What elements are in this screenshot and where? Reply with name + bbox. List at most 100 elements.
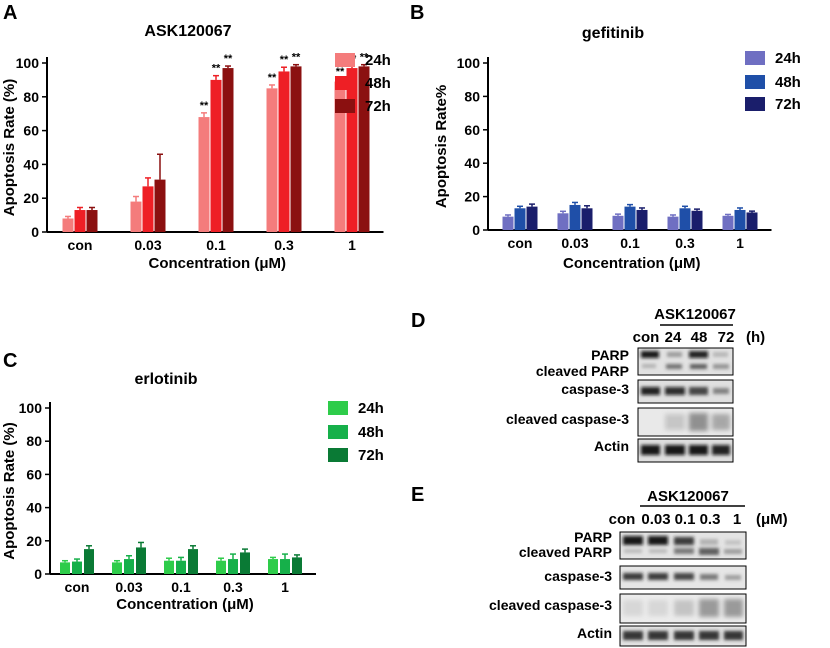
blot-e-lane-1: 1 — [733, 511, 741, 528]
chart-c-bar — [124, 559, 134, 574]
chart-b-ytick-label: 60 — [464, 122, 480, 138]
blot-e-label-actin: Actin — [577, 625, 612, 641]
chart-a-title: ASK120067 — [144, 23, 231, 40]
chart-a-significance: ** — [200, 100, 209, 112]
chart-c-bar — [188, 549, 198, 574]
chart-a-legend-swatch — [335, 53, 355, 67]
chart-a-bar — [210, 79, 222, 233]
chart-b-ytick-label: 80 — [464, 88, 480, 104]
blot-d-label-parp: PARP — [591, 347, 629, 363]
chart-b: gefitinib 0 20 40 60 80 100 Apoptosis Rate% Conc… — [433, 25, 801, 272]
chart-a-ytick-label: 40 — [23, 156, 39, 172]
panel-label-c: C — [3, 350, 17, 372]
chart-a-significance: ** — [224, 53, 233, 65]
blot-d-label-caspase3: caspase-3 — [561, 381, 629, 397]
panel-label-a: A — [3, 2, 17, 24]
chart-c-ytick-label: 20 — [26, 533, 42, 549]
chart-a-ytick-label: 80 — [23, 89, 39, 105]
chart-b-ytick-label: 0 — [472, 222, 480, 238]
blot-d-header: ASK120067 — [654, 306, 736, 323]
chart-b-bar — [691, 210, 703, 230]
chart-b-xtick-label: con — [508, 235, 533, 251]
chart-b-bar — [679, 208, 691, 230]
chart-a-bar — [62, 218, 74, 232]
chart-a-legend-label: 24h — [365, 52, 391, 69]
chart-c-bar — [268, 559, 278, 574]
chart-a-ytick-label: 100 — [16, 55, 40, 71]
chart-c-legend-swatch — [328, 425, 348, 439]
blot-e-label-caspase3: caspase-3 — [544, 568, 612, 584]
chart-a-xtick-label: con — [68, 237, 93, 253]
chart-b-legend-swatch — [745, 97, 765, 111]
blot-e-label-cleaved-parp: cleaved PARP — [519, 544, 612, 560]
chart-a-bar — [278, 71, 290, 232]
chart-b-bar — [734, 209, 746, 230]
panel-label-b: B — [410, 2, 424, 24]
chart-b-legend-swatch — [745, 75, 765, 89]
blot-d-label-cleaved-parp: cleaved PARP — [536, 363, 629, 379]
chart-c-bar — [136, 547, 146, 574]
chart-b-ytick-label: 20 — [464, 189, 480, 205]
chart-b-xtick-label: 1 — [736, 235, 744, 251]
chart-b-bar — [526, 206, 538, 230]
chart-c-bar — [72, 561, 82, 574]
chart-a-ytick-label: 0 — [31, 224, 39, 240]
chart-a-bar — [154, 179, 166, 232]
chart-c-bar — [216, 560, 226, 574]
chart-b-title: gefitinib — [582, 25, 644, 42]
chart-a-ylabel: Apoptosis Rate (%) — [1, 79, 18, 217]
chart-a-bar — [290, 66, 302, 232]
chart-a-significance: ** — [292, 52, 301, 64]
chart-c-xtick-label: 0.03 — [115, 579, 142, 595]
chart-a-significance: ** — [268, 72, 277, 84]
blot-e-header: ASK120067 — [647, 488, 729, 505]
chart-b-legend-label: 48h — [775, 74, 801, 91]
chart-b-bar — [624, 206, 636, 230]
chart-c-ytick-label: 60 — [26, 466, 42, 482]
chart-c-bar — [112, 562, 122, 574]
chart-a-xlabel: Concentration (μM) — [149, 255, 287, 272]
chart-a-bar — [86, 210, 98, 232]
chart-c-xtick-label: 1 — [281, 579, 289, 595]
chart-a-bar — [346, 68, 358, 232]
chart-b-xtick-label: 0.3 — [675, 235, 695, 251]
western-blot-e: ASK120067 con 0.03 0.1 0.3 1 (μM) PARP c… — [489, 488, 788, 647]
chart-c-ytick-label: 0 — [34, 566, 42, 582]
chart-b-bar — [612, 215, 624, 230]
blot-e-unit: (μM) — [756, 511, 788, 528]
chart-c-legend-label: 72h — [358, 447, 384, 464]
chart-c-bar — [60, 562, 70, 574]
chart-c-bar — [280, 559, 290, 574]
chart-b-bar — [581, 208, 593, 230]
chart-c-bar — [176, 560, 186, 574]
chart-b-bar — [514, 208, 526, 230]
blot-e-lane-01: 0.1 — [675, 511, 696, 528]
chart-a-ytick-label: 60 — [23, 123, 39, 139]
chart-a-bar — [142, 186, 154, 232]
blot-e-label-parp: PARP — [574, 529, 612, 545]
panel-label-d: D — [411, 310, 425, 332]
chart-a-bar — [266, 88, 278, 232]
blot-d-lane-con: con — [633, 329, 660, 346]
blot-e-lane-003: 0.03 — [641, 511, 670, 528]
blot-e-lane-con: con — [609, 511, 636, 528]
chart-a-bar — [358, 66, 370, 232]
chart-c-xtick-label: 0.3 — [223, 579, 243, 595]
chart-c-ytick-label: 100 — [19, 400, 43, 416]
chart-a-ytick-label: 20 — [23, 190, 39, 206]
chart-b-bar — [502, 216, 514, 230]
chart-a-legend-label: 72h — [365, 98, 391, 115]
chart-a-significance: ** — [336, 66, 345, 78]
chart-b-legend-label: 24h — [775, 50, 801, 67]
chart-c-xlabel: Concentration (μM) — [116, 596, 254, 613]
chart-a-xtick-label: 0.03 — [134, 237, 161, 253]
panel-label-e: E — [411, 484, 424, 506]
chart-a-significance: ** — [280, 54, 289, 66]
blot-d-lane-72: 72 — [718, 329, 735, 346]
western-blot-d: ASK120067 con 24 48 72 (h) PARP cleaved … — [506, 306, 765, 463]
blot-d-label-actin: Actin — [594, 438, 629, 454]
chart-b-ylabel: Apoptosis Rate% — [433, 85, 450, 208]
chart-a-significance: ** — [212, 63, 221, 75]
